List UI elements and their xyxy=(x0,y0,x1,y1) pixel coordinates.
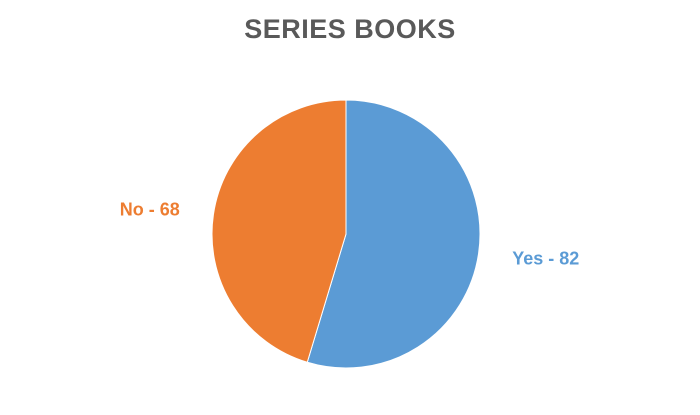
chart-title: SERIES BOOKS xyxy=(244,14,456,44)
pie-slice-yes xyxy=(306,99,481,369)
pie-slices xyxy=(211,99,481,369)
pie-data-labels: Yes - 82 No - 68 xyxy=(120,199,579,268)
data-label-yes: Yes - 82 xyxy=(512,249,579,269)
data-label-no: No - 68 xyxy=(120,199,180,219)
pie-slice-no xyxy=(211,99,347,363)
